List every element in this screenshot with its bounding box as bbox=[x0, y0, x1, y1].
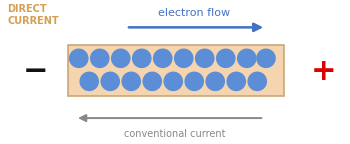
Ellipse shape bbox=[237, 49, 257, 68]
Ellipse shape bbox=[216, 49, 236, 68]
Ellipse shape bbox=[90, 49, 110, 68]
Ellipse shape bbox=[195, 49, 215, 68]
Bar bbox=[68, 45, 284, 96]
Ellipse shape bbox=[69, 49, 89, 68]
Ellipse shape bbox=[142, 72, 162, 91]
Ellipse shape bbox=[205, 72, 225, 91]
Ellipse shape bbox=[226, 72, 246, 91]
Ellipse shape bbox=[174, 49, 194, 68]
Ellipse shape bbox=[184, 72, 204, 91]
Text: electron flow: electron flow bbox=[158, 8, 230, 18]
Ellipse shape bbox=[111, 49, 131, 68]
Ellipse shape bbox=[153, 49, 173, 68]
Text: −: − bbox=[22, 57, 48, 86]
Ellipse shape bbox=[256, 49, 276, 68]
Ellipse shape bbox=[100, 72, 120, 91]
Text: +: + bbox=[311, 57, 337, 86]
Text: conventional current: conventional current bbox=[124, 129, 226, 139]
Text: DIRECT
CURRENT: DIRECT CURRENT bbox=[7, 4, 59, 26]
Ellipse shape bbox=[79, 72, 99, 91]
Ellipse shape bbox=[132, 49, 152, 68]
Ellipse shape bbox=[163, 72, 183, 91]
Ellipse shape bbox=[247, 72, 267, 91]
Ellipse shape bbox=[121, 72, 141, 91]
